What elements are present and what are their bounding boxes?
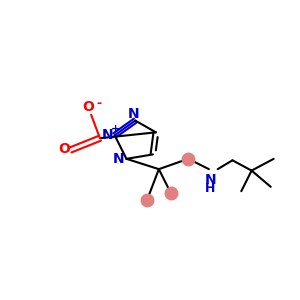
- Text: O: O: [58, 142, 70, 155]
- Text: N: N: [101, 128, 113, 142]
- Text: N: N: [205, 173, 216, 187]
- Text: O: O: [82, 100, 94, 114]
- Text: N: N: [128, 107, 140, 121]
- Text: +: +: [111, 124, 120, 134]
- Text: H: H: [205, 182, 215, 194]
- Text: -: -: [97, 97, 102, 110]
- Text: N: N: [112, 152, 124, 166]
